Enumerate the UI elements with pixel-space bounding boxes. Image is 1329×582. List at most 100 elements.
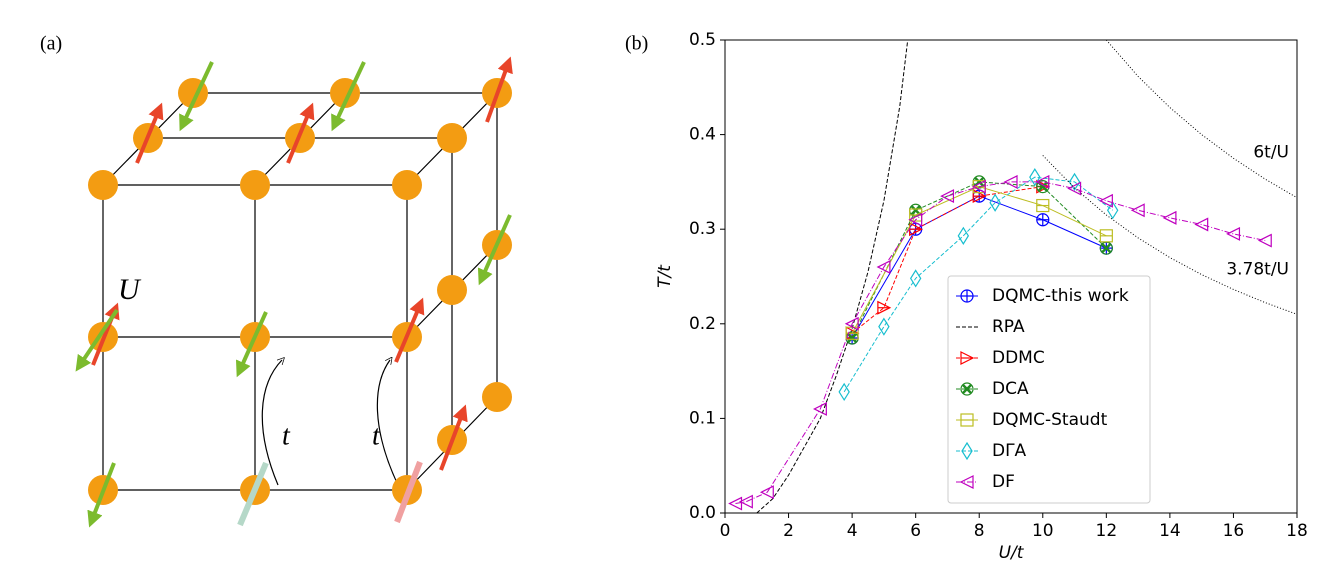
marker [960, 289, 974, 303]
series-line [735, 181, 1266, 505]
marker-part [844, 316, 859, 331]
curve-annotation: 3.78t/U [1226, 259, 1289, 279]
marker-part [728, 496, 743, 511]
marker-part [1101, 243, 1112, 254]
marker [940, 189, 955, 204]
marker [1036, 213, 1050, 227]
hop-label: t [372, 420, 381, 451]
marker-part [838, 382, 850, 402]
lattice-sites [88, 78, 512, 505]
marker-part [1106, 201, 1119, 220]
marker [1099, 229, 1113, 243]
spin-arrows [75, 56, 513, 528]
marker-part [878, 317, 890, 336]
y-tick-label: 0.0 [689, 503, 716, 523]
legend-label: DΓA [992, 441, 1027, 461]
marker-part [962, 384, 972, 394]
series-line [756, 40, 909, 513]
marker-part [909, 269, 922, 288]
panel-label: (a) [40, 33, 62, 55]
marker-part [1257, 233, 1272, 248]
legend-label: RPA [992, 317, 1025, 337]
marker [1106, 201, 1119, 220]
marker [1257, 233, 1272, 248]
hop-label: t [282, 420, 291, 451]
x-tick-label: 14 [1159, 521, 1181, 541]
legend-frame [947, 275, 1151, 504]
marker-part [908, 212, 923, 227]
y-tick-label: 0.5 [689, 30, 716, 50]
marker [1162, 210, 1177, 225]
marker [1068, 172, 1081, 192]
legend-label: DCA [992, 379, 1029, 399]
marker [989, 193, 1001, 212]
series-line [843, 176, 1113, 393]
marker-part [961, 290, 973, 302]
marker [728, 496, 743, 511]
marker-part [759, 485, 774, 500]
marker [878, 317, 890, 336]
marker [1036, 198, 1050, 213]
marker [1226, 226, 1241, 241]
y-axis-label: T/t [655, 264, 675, 288]
marker [1003, 174, 1018, 189]
x-tick-label: 12 [1096, 521, 1118, 541]
marker-part [1068, 172, 1081, 192]
panel-label: (b) [625, 33, 648, 55]
marker-part [1194, 217, 1209, 232]
marker [759, 485, 774, 500]
marker-part [910, 205, 921, 216]
marker [957, 226, 970, 245]
x-axis-label: U/t [999, 543, 1025, 563]
marker-part [1130, 203, 1145, 218]
marker [1098, 193, 1113, 208]
marker [1130, 203, 1145, 218]
marker-part [847, 333, 857, 343]
marker [738, 494, 753, 509]
marker-part [1029, 168, 1041, 187]
series-line [1105, 40, 1297, 199]
marker-part [957, 226, 970, 245]
plot-frame [724, 39, 1298, 514]
x-tick-label: 10 [1032, 521, 1054, 541]
chart: 0 2 4 6 8 10 12 14 16 18 0.0 0.1 0.2 0.3 0.4 0.5 U/t T/t 6… [655, 30, 1308, 563]
y-tick-label: 0.3 [689, 219, 716, 239]
marker [1029, 168, 1041, 187]
marker-part [738, 494, 753, 509]
y-tick-label: 0.2 [689, 314, 716, 334]
y-tick-label: 0.1 [689, 408, 716, 428]
marker-part [989, 193, 1001, 212]
marker [876, 260, 891, 275]
x-tick-label: 6 [910, 521, 921, 541]
marker-part [1067, 181, 1082, 196]
legend-label: DF [992, 472, 1015, 492]
marker-part [1036, 213, 1049, 226]
marker-part [876, 260, 891, 275]
marker-part [959, 475, 974, 489]
x-tick-label: 4 [847, 521, 858, 541]
marker-part [812, 401, 827, 416]
marker-part [1003, 174, 1018, 189]
marker-part [961, 441, 973, 461]
marker [960, 382, 974, 396]
marker [960, 413, 974, 427]
marker [877, 300, 892, 315]
marker-part [960, 382, 974, 396]
marker-part [940, 189, 955, 204]
marker [961, 441, 973, 461]
marker [812, 401, 827, 416]
legend-label: DQMC-Staudt [992, 410, 1108, 430]
marker [960, 351, 975, 365]
legend: DQMC-this work RPA DDMC DCA DQMC-Staudt DΓA DF [947, 275, 1151, 504]
marker [844, 316, 859, 331]
x-tick-label: 18 [1286, 521, 1308, 541]
y-tick-label: 0.4 [689, 125, 716, 145]
marker-part [971, 179, 986, 194]
x-tick-label: 2 [783, 521, 794, 541]
legend-label: DDMC [992, 348, 1045, 368]
marker-part [1098, 193, 1113, 208]
marker-part [1162, 210, 1177, 225]
marker [838, 382, 850, 402]
marker-part [1035, 174, 1050, 189]
